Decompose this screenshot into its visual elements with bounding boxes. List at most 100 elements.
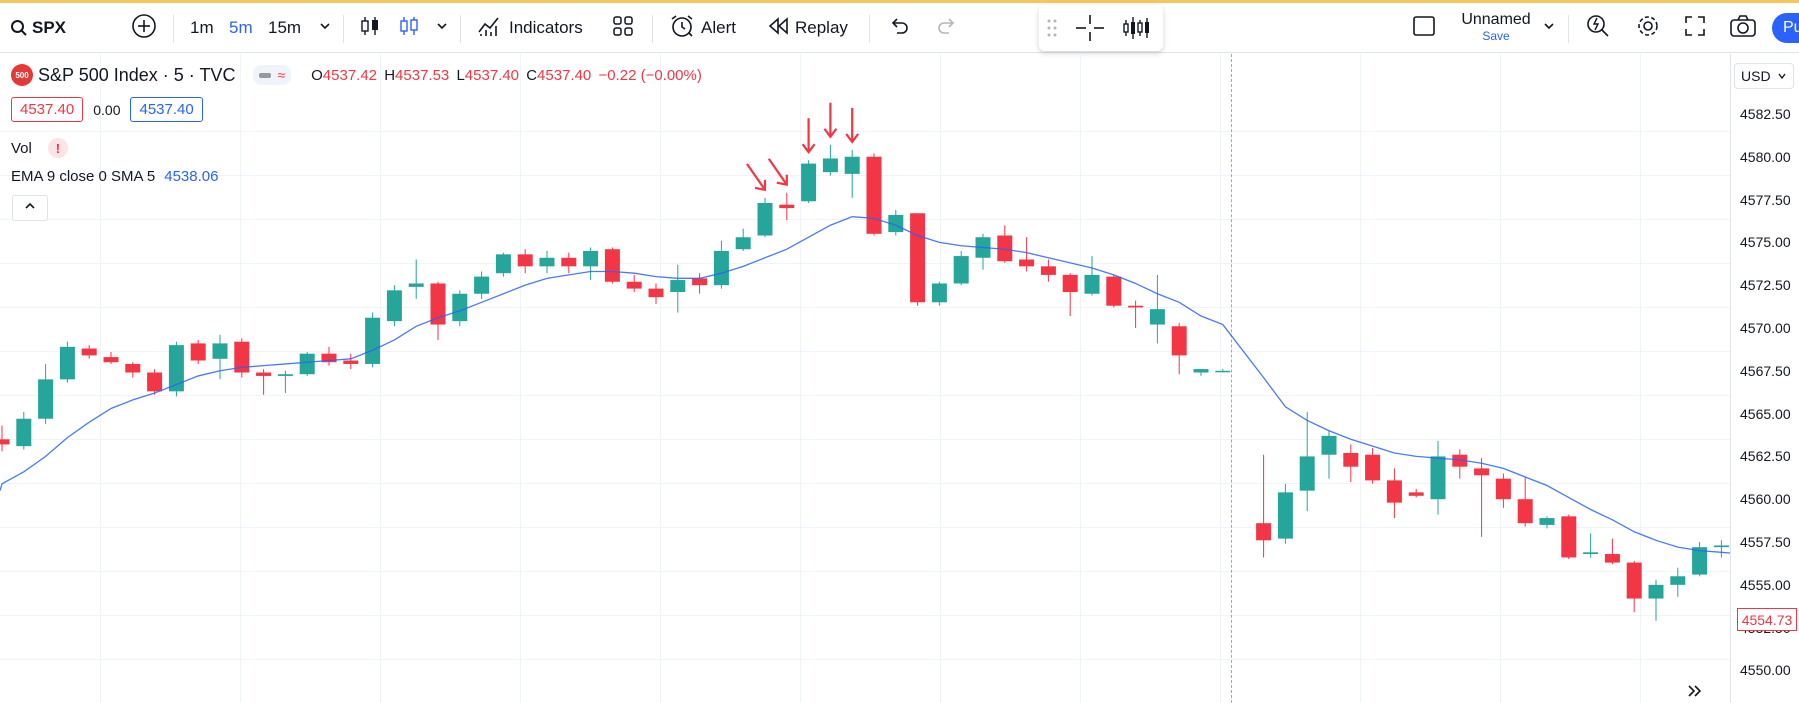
- collapse-legend-button[interactable]: [12, 195, 48, 221]
- candle[interactable]: [343, 353, 359, 370]
- volume-legend[interactable]: Vol !: [11, 138, 68, 158]
- fullscreen-button[interactable]: [1683, 11, 1707, 45]
- candle[interactable]: [16, 411, 32, 450]
- warning-icon[interactable]: !: [47, 138, 68, 158]
- candle[interactable]: [474, 271, 490, 299]
- candle[interactable]: [1084, 256, 1100, 296]
- candle[interactable]: [1648, 579, 1664, 621]
- candle[interactable]: [365, 312, 381, 368]
- candle[interactable]: [1019, 237, 1035, 272]
- scroll-to-realtime-button[interactable]: [1680, 683, 1710, 703]
- candle[interactable]: [190, 339, 206, 364]
- publish-button[interactable]: Pu: [1772, 13, 1799, 43]
- settings-button[interactable]: [1635, 11, 1661, 45]
- snapshot-button[interactable]: [1729, 11, 1757, 45]
- candle[interactable]: [408, 259, 424, 299]
- symbol-search-button[interactable]: SPX: [10, 11, 66, 45]
- interval-15m-button[interactable]: 15m: [268, 18, 302, 37]
- hollow-candles-button[interactable]: [397, 11, 421, 45]
- candle[interactable]: [386, 285, 402, 327]
- layout-name-button[interactable]: Unnamed Save: [1456, 11, 1536, 47]
- candle[interactable]: [822, 144, 838, 176]
- undo-button[interactable]: [888, 11, 910, 45]
- interval-dropdown-button[interactable]: [318, 11, 332, 45]
- candle[interactable]: [1343, 444, 1359, 483]
- candle[interactable]: [801, 160, 817, 203]
- candle[interactable]: [1670, 567, 1686, 597]
- legend-eye-toggle[interactable]: ≈: [253, 65, 292, 85]
- candle[interactable]: [757, 197, 773, 238]
- candle[interactable]: [931, 281, 947, 306]
- candle[interactable]: [212, 334, 228, 380]
- candle[interactable]: [168, 341, 184, 397]
- candle[interactable]: [1604, 538, 1620, 565]
- ema-line[interactable]: [0, 216, 1730, 554]
- candle[interactable]: [1040, 259, 1056, 282]
- candle[interactable]: [1215, 369, 1231, 373]
- symbol-legend[interactable]: 500 S&P 500 Index · 5 · TVC ≈ O4537.42 H…: [11, 64, 705, 86]
- candle[interactable]: [1408, 488, 1424, 498]
- candle[interactable]: [1171, 322, 1187, 375]
- quick-search-button[interactable]: [1585, 11, 1611, 45]
- candle[interactable]: [1062, 273, 1078, 316]
- candle[interactable]: [299, 351, 315, 376]
- crosshair-icon[interactable]: [1074, 13, 1106, 48]
- candle[interactable]: [670, 264, 686, 313]
- indicators-button[interactable]: Indicators: [477, 11, 583, 45]
- interval-1m-button[interactable]: 1m: [190, 18, 214, 37]
- candle[interactable]: [910, 213, 926, 306]
- candle[interactable]: [844, 149, 860, 198]
- candle[interactable]: [1106, 274, 1122, 308]
- annotation-arrow[interactable]: [845, 107, 860, 144]
- candle[interactable]: [321, 346, 337, 366]
- candle[interactable]: [1539, 516, 1555, 529]
- candle[interactable]: [1299, 411, 1315, 512]
- candle[interactable]: [452, 290, 468, 327]
- candle[interactable]: [735, 228, 751, 251]
- candle[interactable]: [648, 283, 664, 305]
- interval-5m-button[interactable]: 5m: [229, 18, 253, 37]
- layouts-button[interactable]: [611, 11, 635, 45]
- candle[interactable]: [1149, 274, 1165, 344]
- candlestick-chart[interactable]: [0, 54, 1730, 703]
- candle[interactable]: [103, 351, 119, 364]
- layout-menu-dropdown[interactable]: [1542, 11, 1556, 45]
- candle[interactable]: [234, 338, 250, 378]
- redo-button[interactable]: [936, 11, 958, 45]
- candle[interactable]: [1495, 473, 1511, 508]
- candle[interactable]: [866, 153, 882, 236]
- candle[interactable]: [38, 363, 54, 424]
- candle[interactable]: [1583, 533, 1599, 558]
- candle[interactable]: [1561, 514, 1577, 560]
- candle[interactable]: [430, 281, 446, 340]
- candle[interactable]: [256, 369, 272, 395]
- currency-selector[interactable]: USD: [1734, 63, 1794, 89]
- candle[interactable]: [1321, 430, 1337, 479]
- alert-button[interactable]: Alert: [669, 11, 736, 45]
- candle[interactable]: [81, 345, 97, 359]
- candle[interactable]: [626, 274, 642, 293]
- annotation-arrow[interactable]: [767, 158, 788, 187]
- ema-legend[interactable]: EMA 9 close 0 SMA 5 4538.06: [11, 168, 218, 185]
- candle[interactable]: [277, 370, 293, 394]
- candle[interactable]: [953, 250, 969, 286]
- candle[interactable]: [1430, 441, 1446, 515]
- candle[interactable]: [997, 225, 1013, 263]
- candle[interactable]: [604, 247, 620, 284]
- ask-price-button[interactable]: 4537.40: [130, 97, 203, 122]
- candle[interactable]: [779, 192, 795, 221]
- candle[interactable]: [1474, 458, 1490, 537]
- candle[interactable]: [539, 250, 555, 274]
- candle[interactable]: [1277, 483, 1293, 544]
- candle[interactable]: [0, 425, 10, 452]
- candle[interactable]: [583, 247, 599, 281]
- candle[interactable]: [147, 369, 163, 395]
- candle[interactable]: [1517, 476, 1533, 527]
- annotation-arrow[interactable]: [746, 163, 767, 192]
- candle[interactable]: [1256, 454, 1272, 558]
- candle[interactable]: [1713, 540, 1729, 558]
- bid-price-button[interactable]: 4537.40: [11, 97, 84, 122]
- candle[interactable]: [1692, 542, 1708, 577]
- annotation-arrow[interactable]: [801, 118, 816, 155]
- candles-chart-type-button[interactable]: [358, 11, 382, 45]
